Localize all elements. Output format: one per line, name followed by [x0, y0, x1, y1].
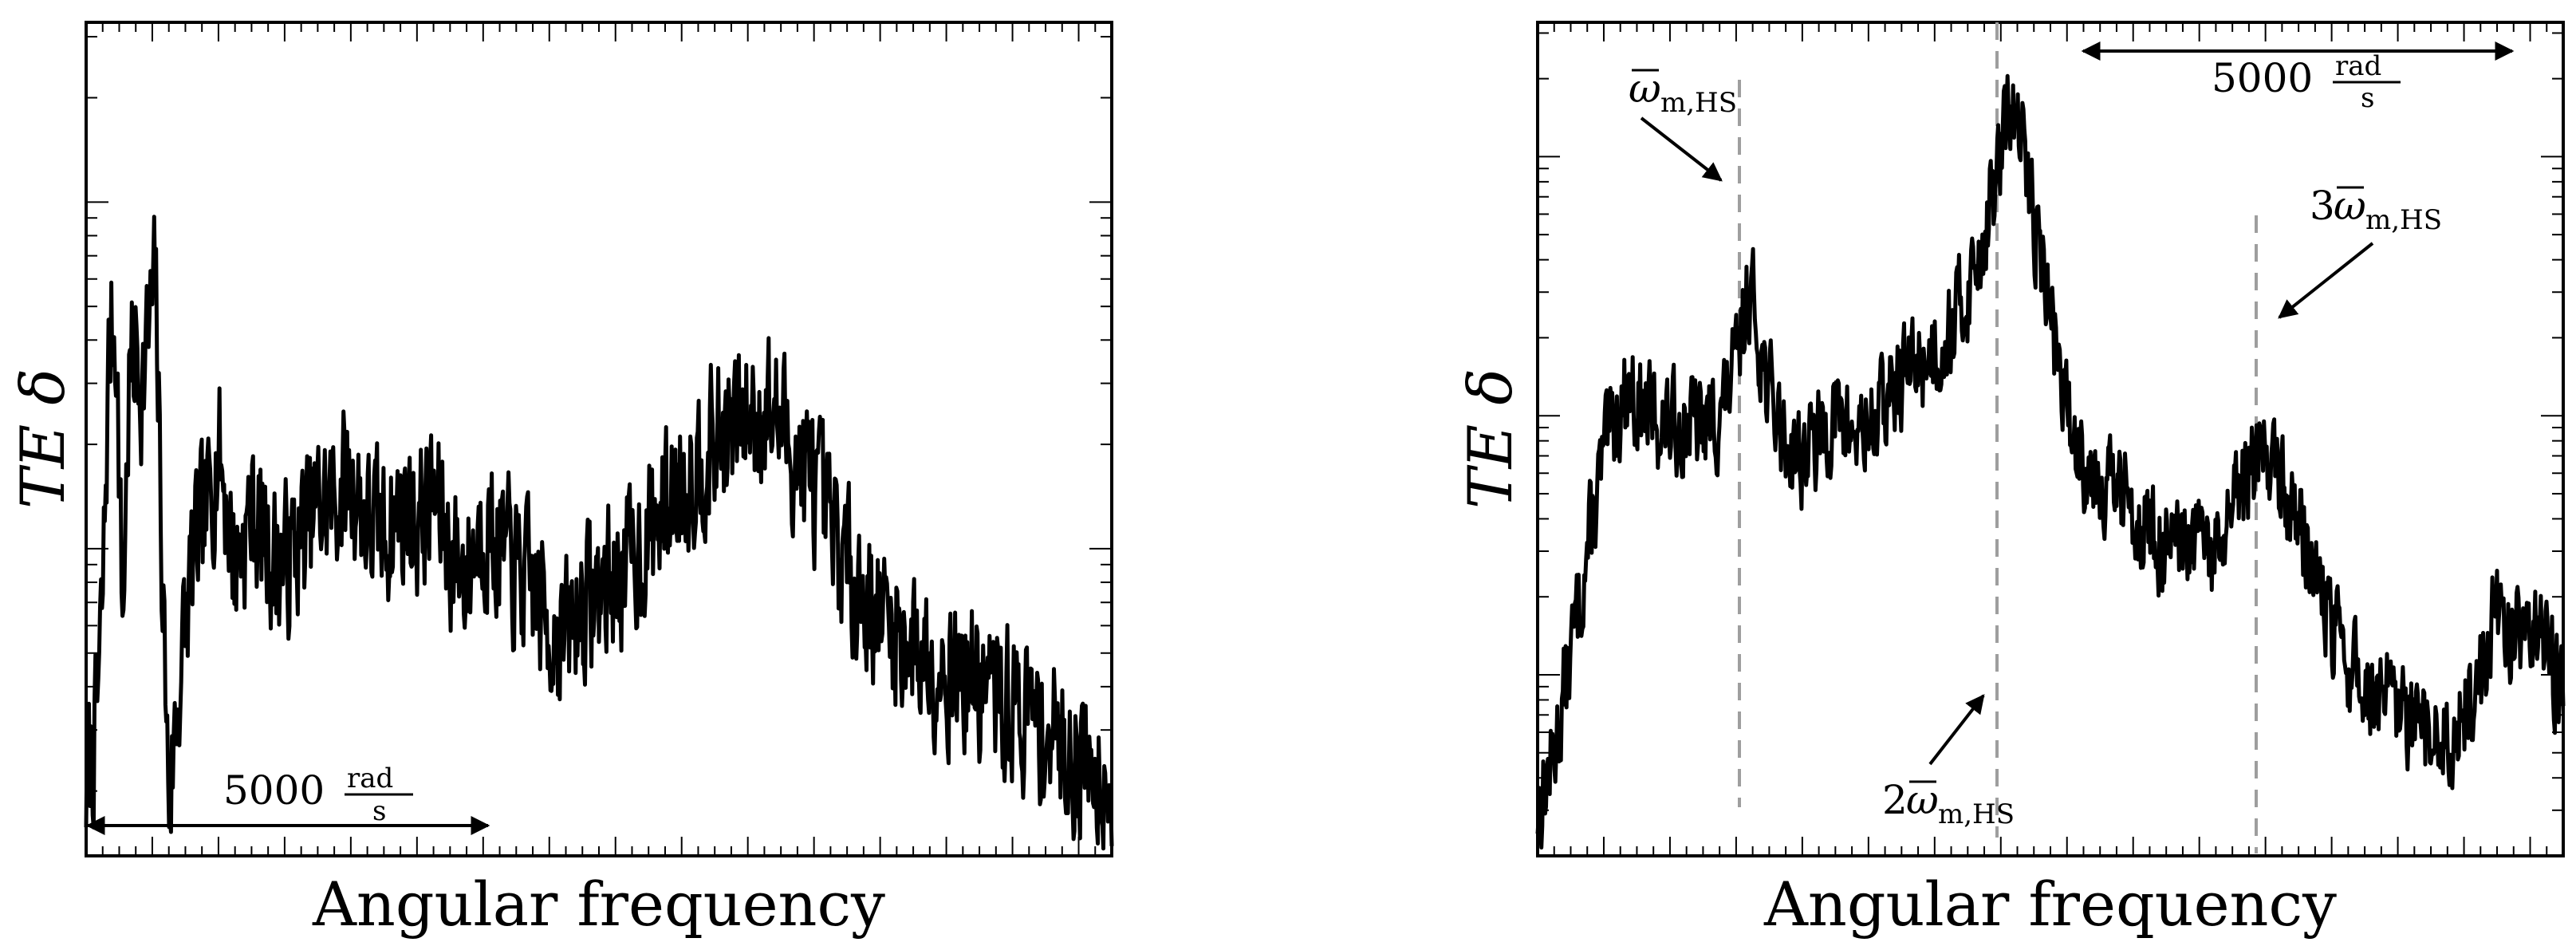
right-scale-bar-unit-den: s [2361, 82, 2374, 114]
left-tick-marks [85, 22, 1113, 856]
left-panel: 5000 rad s Angular frequency TE δ [7, 21, 1114, 940]
annotation-omega-3-symbol: ω [2334, 183, 2366, 229]
annotation-omega-3-prefix: 3 [2310, 183, 2335, 229]
annotation-omega-3-arrow [2278, 242, 2374, 319]
annotation-omega-1-arrow [1640, 116, 1723, 182]
annotation-omega-3-subscript: m,HS [2365, 204, 2442, 236]
annotation-omega-2-arrow [1928, 694, 1985, 766]
left-series-line [84, 215, 1114, 851]
left-scale-bar-unit-num: rad [347, 763, 393, 794]
right-scale-bar-value: 5000 [2212, 55, 2313, 101]
left-plot-frame [85, 21, 1113, 857]
left-scale-bar-unit-den: s [372, 795, 386, 827]
right-y-axis-label: TE δ [1455, 369, 1526, 509]
annotation-omega-2-subscript: m,HS [1938, 798, 2015, 830]
right-tick-marks [1537, 22, 2564, 857]
right-scale-bar-unit-num: rad [2335, 50, 2381, 82]
annotation-omega-2-prefix: 2 [1882, 777, 1908, 823]
right-panel: 5000 rad s ω m,HS 2 ω m,HS 3 ω m,HS [1455, 21, 2566, 940]
left-x-axis-label: Angular frequency [312, 869, 885, 940]
annotation-omega-1: ω m,HS [1629, 65, 1737, 182]
left-y-axis-label: TE δ [7, 369, 78, 509]
annotation-omega-1-subscript: m,HS [1660, 87, 1737, 119]
annotation-omega-3: 3 ω m,HS [2278, 183, 2442, 319]
annotation-omega-2-symbol: ω [1906, 777, 1939, 823]
left-scale-bar-label: 5000 rad s [223, 763, 413, 827]
right-series-line [1535, 73, 2566, 849]
annotation-omega-1-symbol: ω [1629, 65, 1661, 112]
left-scale-bar-value: 5000 [223, 767, 325, 814]
annotation-omega-2: 2 ω m,HS [1882, 694, 2015, 830]
right-x-axis-label: Angular frequency [1763, 869, 2337, 940]
right-scale-bar-label: 5000 rad s [2212, 50, 2401, 114]
